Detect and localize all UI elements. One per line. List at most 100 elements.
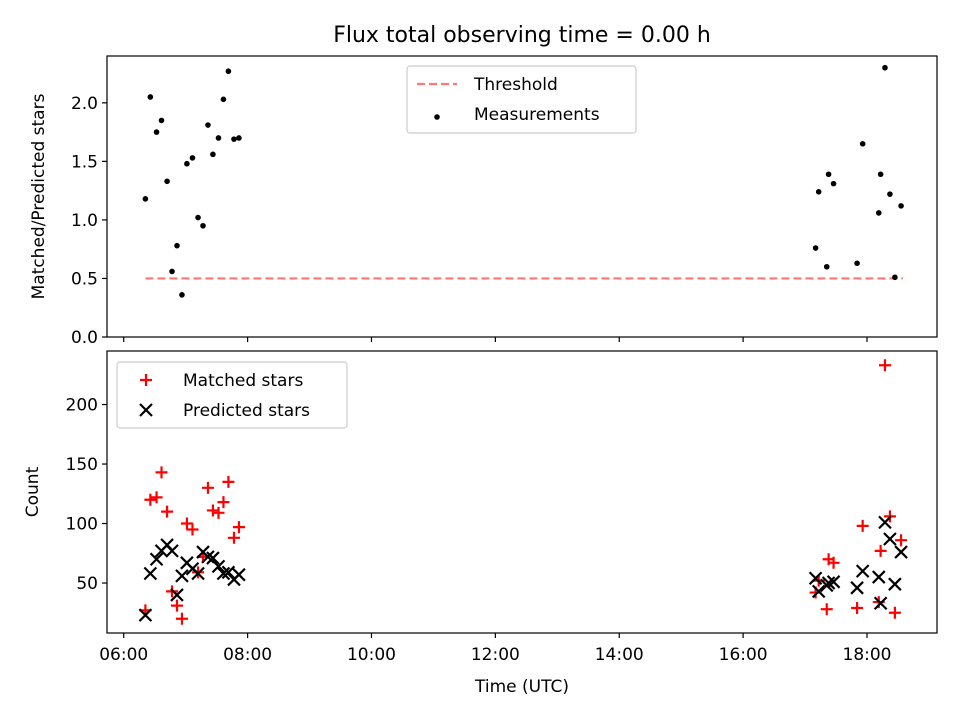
predicted-star-point	[165, 544, 179, 558]
y-tick-label: 100	[66, 515, 98, 535]
ratio-plot: 0.0 0.5 1.0 1.5 2.0 Matched/Predicted stars Th…	[29, 55, 938, 348]
predicted-star-point	[201, 550, 215, 564]
measurement-point	[174, 242, 180, 249]
x-tick-label: 12:00	[471, 645, 520, 665]
legend-matched-swatch	[140, 374, 152, 386]
measurement-point	[231, 136, 237, 142]
predicted-star-point	[170, 588, 184, 602]
measurement-point	[875, 210, 882, 216]
predicted-star-point	[808, 571, 823, 586]
measurement-point	[825, 171, 832, 178]
measurement-point	[153, 129, 160, 135]
matched-star-point	[851, 602, 864, 615]
x-tick-label: 18:00	[843, 645, 892, 665]
measurement-point	[189, 155, 196, 161]
measurement-point	[215, 135, 222, 141]
x-tick-label: 14:00	[595, 645, 644, 665]
legend-matched-label: Matched stars	[183, 371, 303, 391]
chart-title: Flux total observing time = 0.00 h	[333, 23, 711, 48]
matched-star-point	[888, 606, 901, 619]
measurement-point	[179, 292, 185, 298]
matched-star-point	[170, 599, 183, 612]
matched-star-point	[161, 505, 174, 518]
plot-frame	[106, 350, 938, 634]
measurement-point	[812, 245, 819, 251]
matched-star-point	[155, 466, 168, 479]
x-axis-label: Time (UTC)	[474, 677, 569, 697]
count-plot: 50 100 150 200 06:00 08:00 10:00 12:00 14:00 16:0…	[23, 350, 938, 697]
measurement-point	[887, 191, 893, 197]
measurement-point	[815, 189, 822, 195]
predicted-star-point	[894, 545, 908, 559]
x-tick-label: 10:00	[347, 645, 396, 665]
predicted-star-point	[871, 570, 886, 584]
legend: Matched stars Predicted stars	[116, 361, 348, 429]
y-tick-label: 0.5	[71, 269, 98, 289]
y-tick-label: 150	[66, 455, 98, 475]
predicted-star-point	[216, 566, 231, 581]
x-tick-label: 06:00	[99, 645, 148, 665]
plot-frame	[106, 55, 938, 338]
legend-threshold-label: Threshold	[473, 75, 558, 95]
measurement-point	[823, 263, 830, 270]
matched-star-point	[201, 481, 214, 494]
measurement-point	[220, 96, 227, 103]
matched-star-point	[180, 517, 193, 530]
measurement-point	[169, 268, 175, 275]
measurement-point	[200, 222, 206, 229]
predicted-star-point	[149, 552, 164, 567]
legend-measurements-label: Measurements	[474, 105, 600, 125]
predicted-star-point	[191, 566, 205, 581]
matched-star-point	[186, 523, 199, 536]
matched-star-point	[150, 491, 163, 504]
predicted-star-point	[138, 608, 153, 622]
y-tick-label: 1.5	[71, 152, 98, 172]
matched-star-point	[874, 544, 887, 557]
measurement-point	[205, 122, 211, 128]
y-axis-label: Count	[23, 466, 43, 517]
predicted-star-point	[855, 564, 870, 578]
predicted-star-point	[206, 551, 220, 565]
predicted-star-point	[888, 577, 902, 591]
matched-star-point	[222, 475, 235, 488]
matched-star-point	[144, 493, 157, 506]
measurement-point	[898, 203, 904, 209]
measurement-point	[210, 151, 216, 158]
legend-measurements-swatch	[434, 114, 440, 120]
legend-predicted-swatch	[139, 403, 153, 417]
measurement-point	[147, 94, 154, 100]
measurement-point	[882, 64, 888, 71]
predicted-star-point	[873, 596, 888, 611]
predicted-star-point	[811, 584, 826, 599]
measurement-point	[158, 117, 165, 124]
predicted-star-point	[883, 532, 897, 546]
predicted-star-point	[826, 575, 841, 589]
predicted-star-point	[175, 569, 189, 583]
matched-star-point	[227, 531, 240, 544]
measurement-point	[859, 141, 866, 147]
matched-star-point	[895, 534, 908, 547]
measurement-point	[225, 68, 232, 75]
predicted-star-point	[850, 581, 864, 595]
y-axis-label: Matched/Predicted stars	[29, 93, 49, 299]
measurement-point	[164, 178, 170, 185]
legend-predicted-label: Predicted stars	[183, 401, 310, 421]
predicted-star-point	[143, 566, 158, 581]
predicted-star-point	[878, 515, 892, 530]
measurement-point	[142, 196, 149, 202]
legend-frame	[406, 65, 637, 134]
x-tick-label: 16:00	[719, 645, 768, 665]
measurement-point	[184, 160, 190, 167]
legend-frame	[116, 361, 348, 429]
matched-star-point	[820, 603, 833, 616]
predicted-star-point	[232, 567, 246, 582]
y-tick-label: 50	[76, 574, 98, 594]
measurement-point	[854, 260, 860, 267]
measurement-point	[830, 180, 837, 187]
predicted-star-point	[221, 565, 236, 580]
legend: Threshold Measurements	[406, 65, 637, 134]
y-tick-label: 0.0	[71, 328, 98, 348]
measurement-point	[877, 171, 884, 178]
predicted-star-point	[211, 559, 226, 574]
